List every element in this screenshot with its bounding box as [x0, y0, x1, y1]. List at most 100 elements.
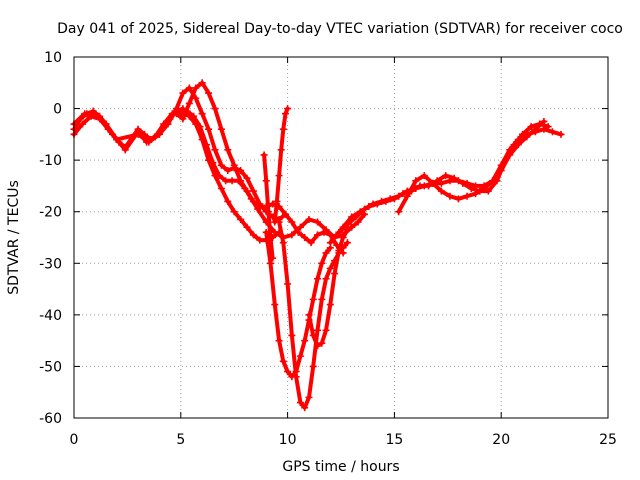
data-point: [279, 357, 287, 365]
y-tick-label: -30: [39, 256, 62, 272]
data-point: [288, 231, 296, 239]
data-point: [271, 301, 279, 309]
data-point: [277, 146, 285, 154]
series-spike-2: [271, 105, 292, 226]
data-point: [309, 331, 317, 339]
data-point: [249, 197, 257, 205]
data-point: [519, 130, 527, 138]
data-point: [497, 166, 505, 174]
data-point: [294, 228, 302, 236]
series-line: [72, 109, 354, 240]
data-point: [425, 182, 433, 190]
series-line: [72, 106, 282, 243]
data-point: [256, 236, 264, 244]
data-point: [437, 187, 445, 195]
data-point: [288, 331, 296, 339]
chart-title: Day 041 of 2025, Sidereal Day-to-day VTE…: [57, 21, 623, 37]
data-point: [309, 362, 317, 370]
data-point: [230, 208, 238, 216]
data-point: [373, 200, 381, 208]
data-point: [198, 79, 206, 87]
data-point: [467, 185, 475, 193]
data-point: [81, 110, 89, 118]
data-point: [121, 146, 129, 154]
data-point: [134, 130, 142, 138]
data-point: [296, 352, 304, 360]
data-point: [228, 177, 236, 185]
data-point: [356, 208, 364, 216]
y-tick-label: -10: [39, 153, 62, 169]
data-point: [523, 133, 531, 141]
data-point: [224, 197, 232, 205]
data-point: [489, 177, 497, 185]
data-point: [230, 161, 238, 169]
x-tick-label: 5: [176, 432, 185, 448]
data-point: [185, 99, 193, 107]
data-point: [284, 280, 292, 288]
data-point: [237, 215, 245, 223]
data-point: [271, 228, 279, 236]
data-point: [192, 84, 200, 92]
data-point: [301, 404, 309, 412]
data-point: [279, 125, 287, 133]
data-point: [155, 130, 163, 138]
y-tick-label: 10: [44, 50, 62, 66]
data-point: [331, 270, 339, 278]
data-point: [145, 138, 153, 146]
data-point: [296, 223, 304, 231]
data-point: [198, 110, 206, 118]
data-point: [217, 185, 225, 193]
series-line: [396, 119, 546, 214]
data-point: [243, 187, 251, 195]
data-point: [281, 210, 289, 218]
data-point: [459, 179, 467, 187]
data-point: [412, 177, 420, 185]
data-point: [322, 275, 330, 283]
data-point: [211, 146, 219, 154]
data-point: [275, 172, 283, 180]
data-point: [91, 110, 99, 118]
data-point: [185, 84, 193, 92]
data-point: [339, 223, 347, 231]
series-line: [272, 106, 290, 224]
data-point: [318, 339, 326, 347]
series-spike-1: [260, 151, 277, 262]
data-point: [527, 123, 535, 131]
data-point: [506, 151, 514, 159]
data-point: [301, 337, 309, 345]
data-point: [102, 120, 110, 128]
data-point: [540, 117, 548, 125]
data-point: [113, 136, 121, 144]
data-point: [365, 203, 373, 211]
series-line: [264, 230, 333, 379]
data-point: [544, 123, 552, 131]
data-point: [215, 172, 223, 180]
data-point: [196, 123, 204, 131]
series-dip-1: [262, 228, 334, 381]
data-point: [164, 120, 172, 128]
y-tick-label: -20: [39, 205, 62, 221]
data-series: [70, 79, 565, 412]
data-point: [222, 177, 230, 185]
data-point: [301, 234, 309, 241]
data-point: [322, 326, 330, 334]
data-point: [437, 179, 445, 187]
grid: [74, 57, 608, 418]
data-point: [202, 141, 210, 149]
data-point: [205, 125, 213, 133]
data-point: [548, 128, 556, 136]
data-point: [390, 195, 398, 203]
data-point: [339, 234, 347, 241]
data-point: [79, 120, 87, 128]
x-tick-label: 15: [385, 432, 403, 448]
data-point: [416, 182, 424, 190]
data-point: [420, 172, 428, 180]
data-point: [224, 166, 232, 174]
data-point: [262, 177, 270, 185]
data-point: [260, 151, 268, 159]
data-point: [314, 218, 322, 226]
x-axis-label: GPS time / hours: [282, 459, 399, 475]
data-point: [284, 368, 292, 376]
data-point: [514, 141, 522, 149]
